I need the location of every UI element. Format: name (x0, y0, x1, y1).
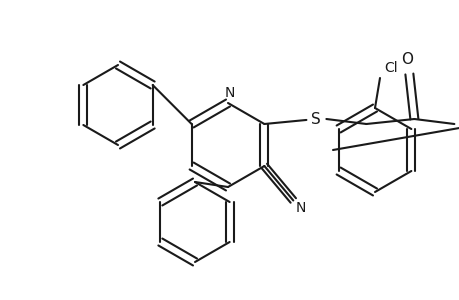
Text: N: N (296, 202, 306, 215)
Text: N: N (224, 86, 235, 100)
Text: S: S (311, 112, 320, 127)
Text: O: O (401, 52, 413, 68)
Text: Cl: Cl (383, 61, 397, 75)
